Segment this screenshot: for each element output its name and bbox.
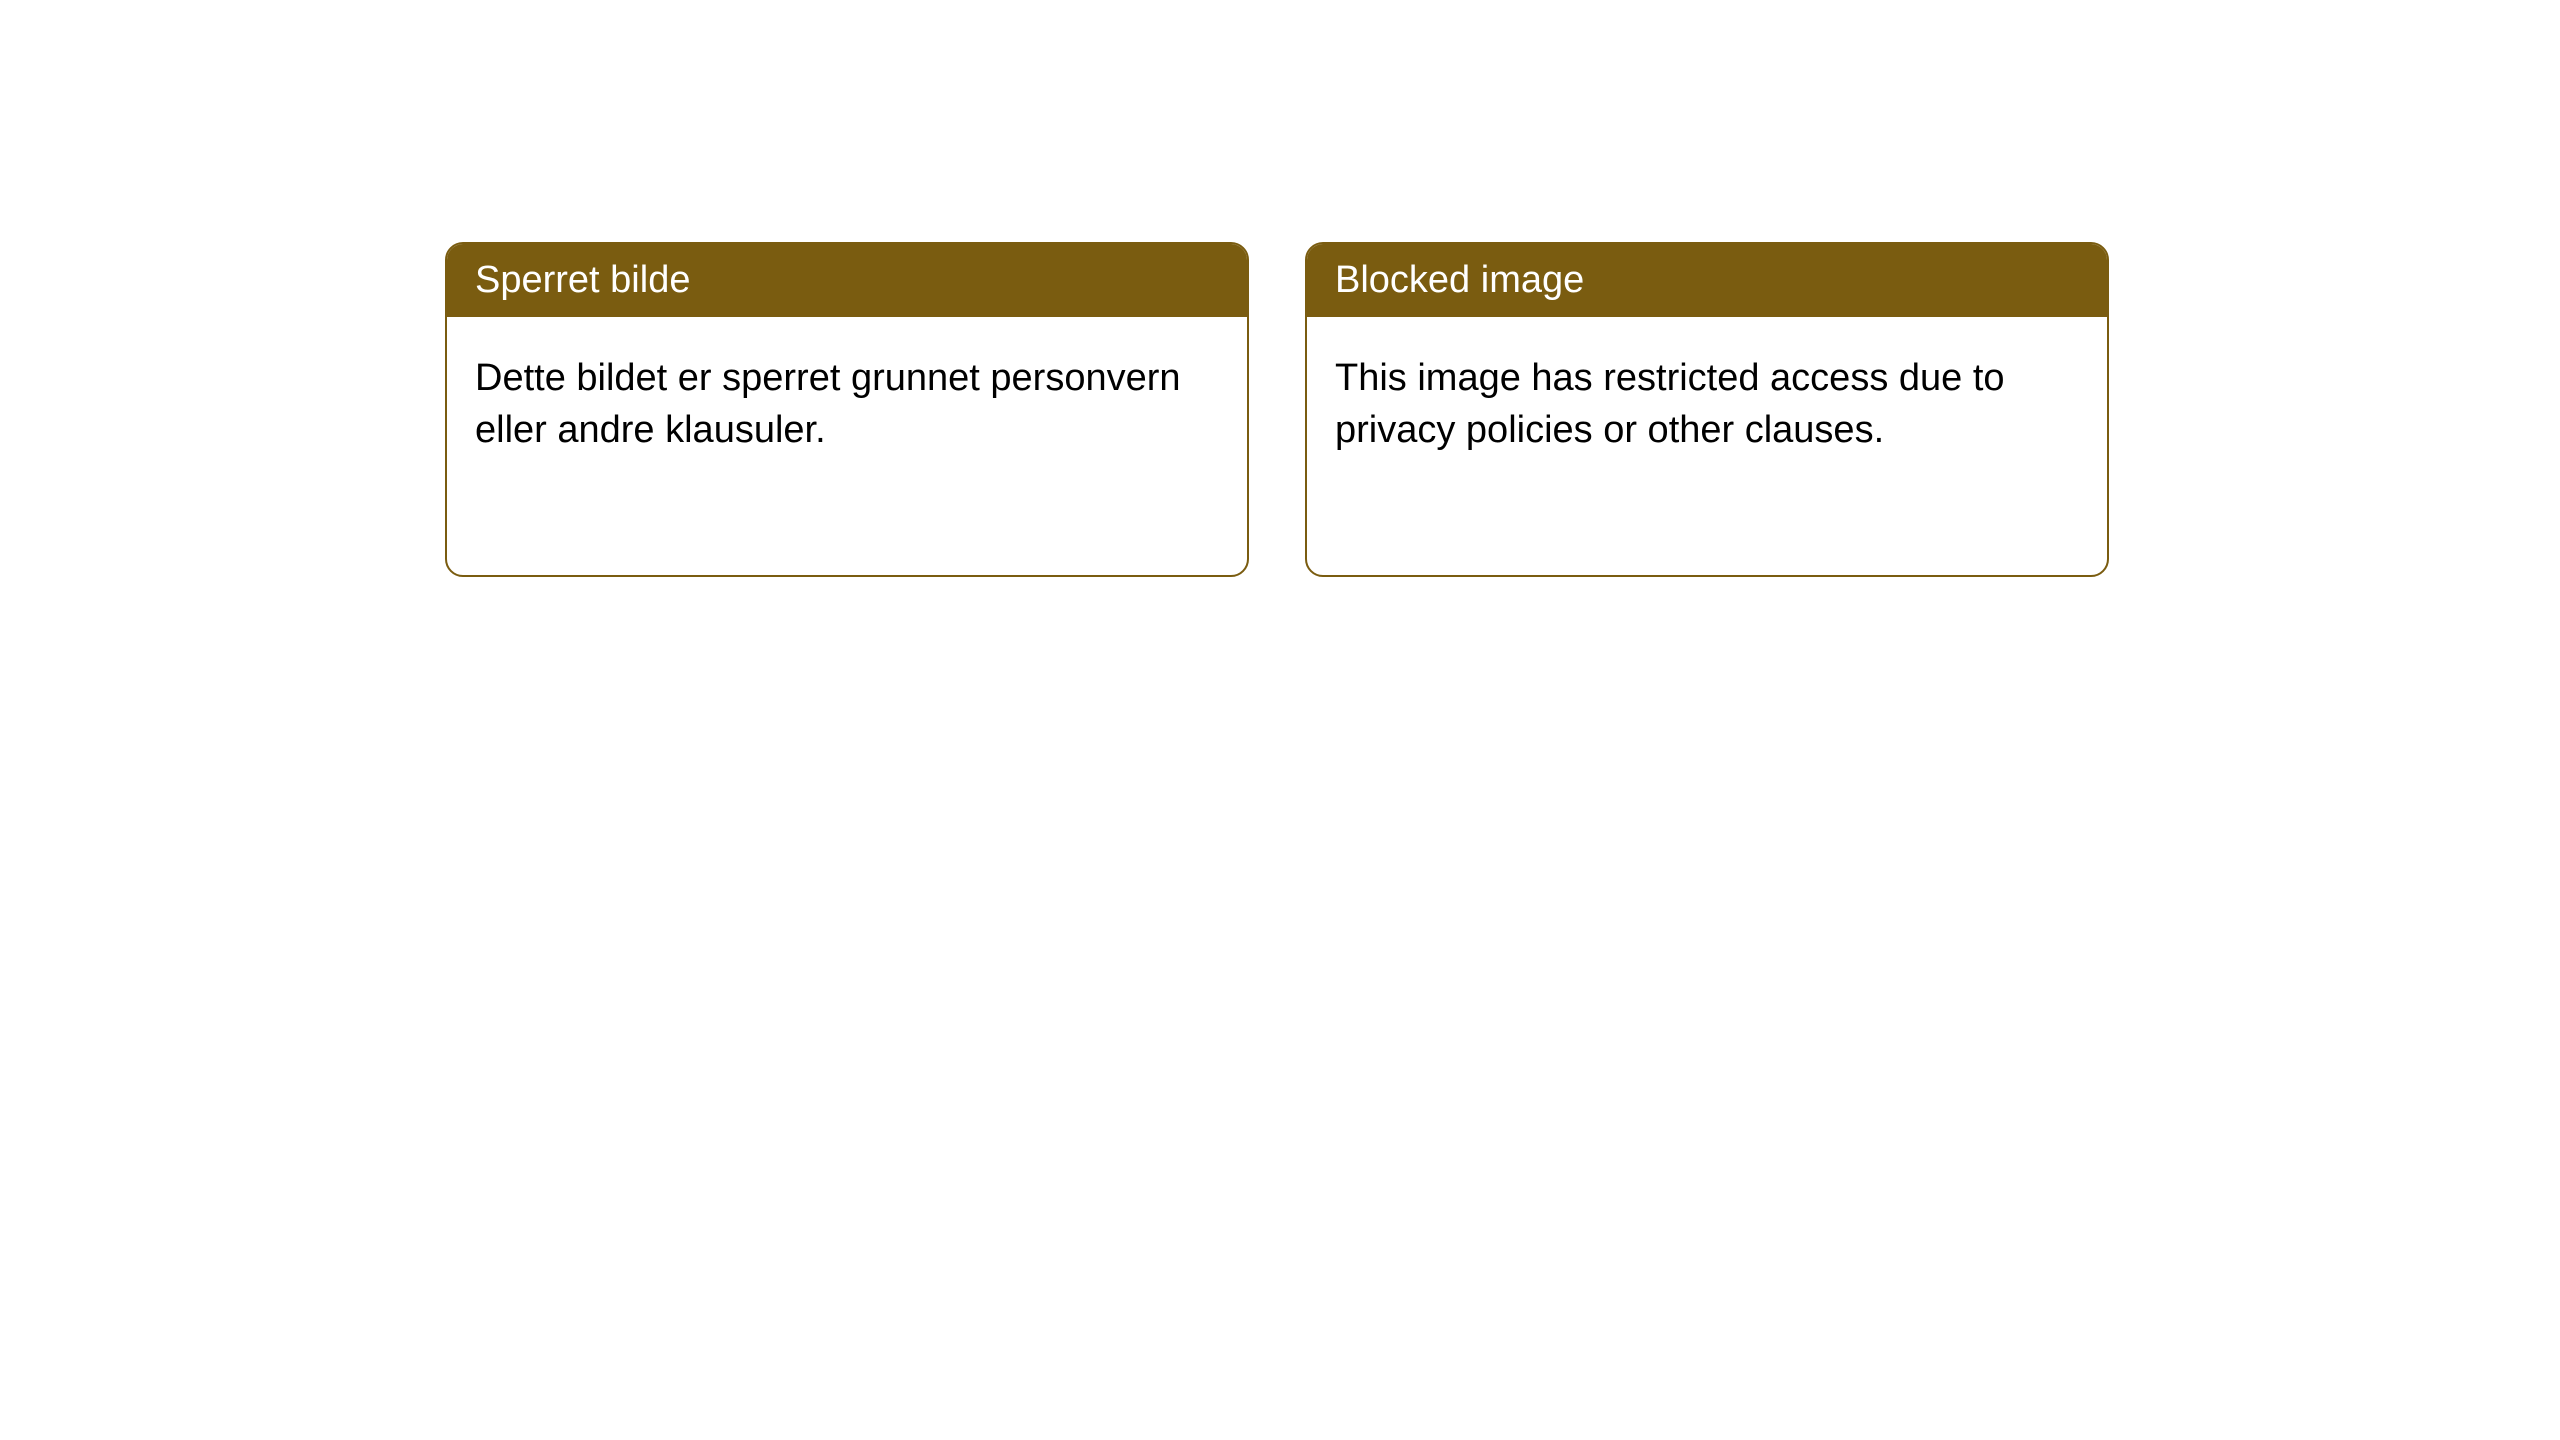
blocked-image-card-en: Blocked image This image has restricted … [1305,242,2109,577]
blocked-image-card-no: Sperret bilde Dette bildet er sperret gr… [445,242,1249,577]
card-header: Sperret bilde [447,244,1247,317]
card-title: Sperret bilde [475,259,690,301]
card-title: Blocked image [1335,259,1584,301]
notice-container: Sperret bilde Dette bildet er sperret gr… [445,242,2109,577]
card-body-text: Dette bildet er sperret grunnet personve… [475,357,1181,450]
card-body: This image has restricted access due to … [1307,317,2107,492]
card-body: Dette bildet er sperret grunnet personve… [447,317,1247,492]
card-header: Blocked image [1307,244,2107,317]
card-body-text: This image has restricted access due to … [1335,357,2005,450]
